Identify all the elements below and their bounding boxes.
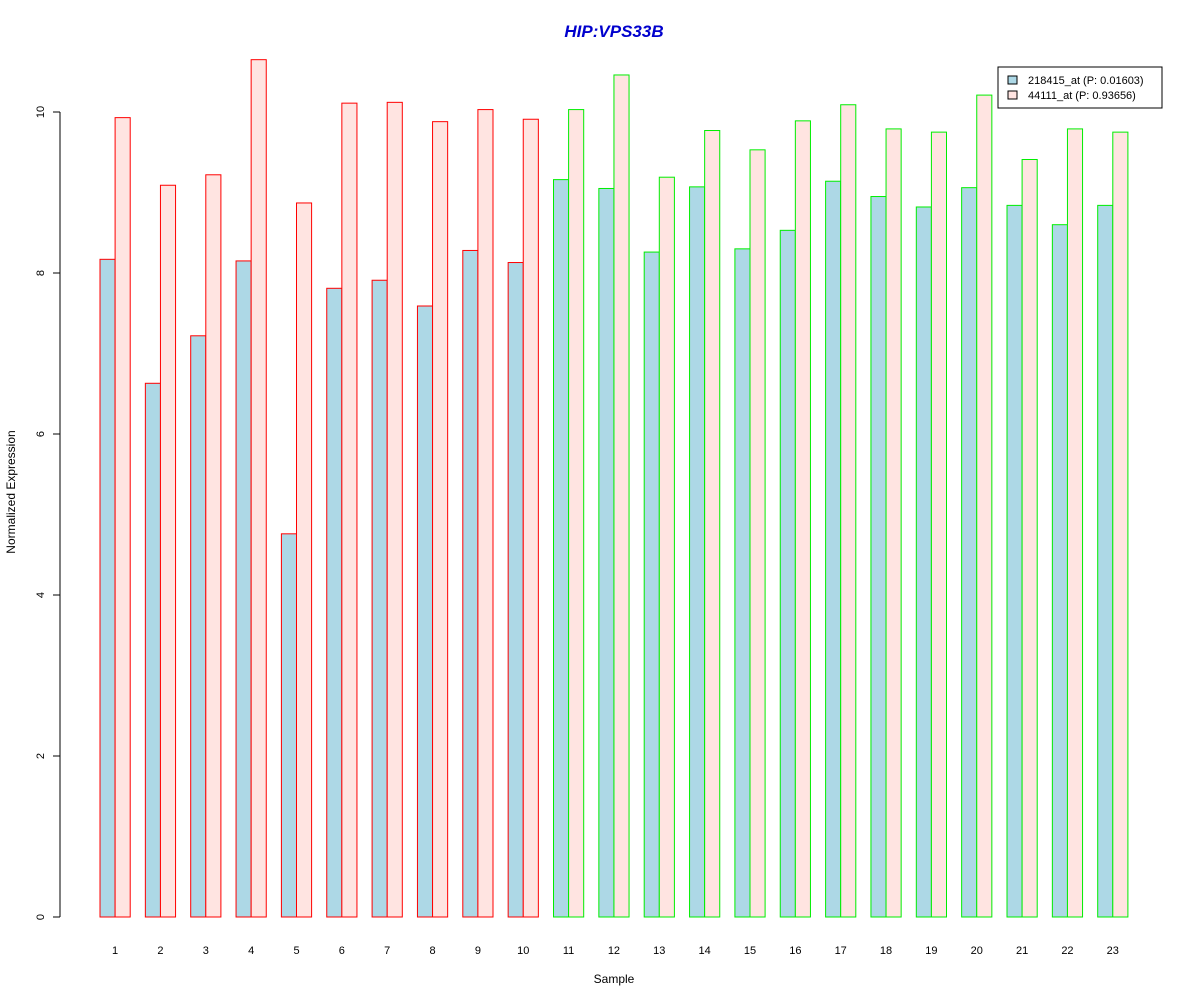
x-tick-label: 14 <box>699 945 711 957</box>
bar-series1-sample-16 <box>779 229 796 918</box>
bar-series2-sample-16 <box>794 120 811 918</box>
x-tick-label: 2 <box>157 945 163 957</box>
x-tick-label: 1 <box>112 945 118 957</box>
x-axis-label: Sample <box>594 972 635 986</box>
y-tick-label: 8 <box>35 270 47 276</box>
bar-series2-sample-15 <box>749 149 766 918</box>
bar-series2-sample-23 <box>1112 131 1129 918</box>
x-tick-label: 22 <box>1061 945 1073 957</box>
y-tick-label: 0 <box>35 914 47 920</box>
bar-series1-sample-14 <box>689 186 706 918</box>
bar-series2-sample-1 <box>114 117 131 918</box>
x-tick-label: 16 <box>789 945 801 957</box>
bar-series1-sample-21 <box>1006 204 1023 918</box>
y-axis: 0 2 4 6 8 10 <box>35 106 61 920</box>
bar-series2-sample-19 <box>930 131 948 918</box>
bar-series1-sample-8 <box>416 305 434 918</box>
bar-series1-sample-5 <box>280 533 297 918</box>
y-tick-label: 4 <box>35 592 47 598</box>
x-tick-label: 23 <box>1107 945 1119 957</box>
bar-series1-sample-3 <box>190 335 207 918</box>
bars <box>99 59 1129 918</box>
bar-series2-sample-11 <box>568 109 585 918</box>
bar-series1-sample-23 <box>1097 204 1114 918</box>
bar-series2-sample-5 <box>296 202 313 918</box>
bar-series1-sample-4 <box>235 260 252 918</box>
legend-label: 44111_at (P: 0.93656) <box>1028 90 1136 102</box>
bar-series2-sample-10 <box>522 118 539 918</box>
x-tick-label: 20 <box>971 945 983 957</box>
bar-series2-sample-12 <box>613 74 630 918</box>
bar-series2-sample-3 <box>205 174 222 918</box>
bar-series1-sample-17 <box>825 180 842 918</box>
bar-series2-sample-18 <box>885 128 902 918</box>
bar-series2-sample-22 <box>1066 128 1084 918</box>
bar-series1-sample-11 <box>553 179 570 918</box>
y-axis-label: Normalized Expression <box>4 430 18 553</box>
bar-series2-sample-4 <box>250 59 267 918</box>
bar-series2-sample-8 <box>432 121 449 918</box>
legend-label: 218415_at (P: 0.01603) <box>1028 75 1144 87</box>
x-tick-label: 18 <box>880 945 892 957</box>
bar-series2-sample-9 <box>477 109 494 918</box>
bar-series1-sample-18 <box>870 196 887 918</box>
x-tick-label: 12 <box>608 945 620 957</box>
x-axis: 1 2 3 4 5 6 7 8 9 10 11 12 13 14 15 16 17 18 19 20 21 22 23 <box>112 945 1119 957</box>
x-tick-label: 7 <box>384 945 390 957</box>
x-tick-label: 8 <box>429 945 435 957</box>
bar-series1-sample-1 <box>99 258 116 918</box>
x-tick-label: 11 <box>563 945 574 957</box>
legend-swatch <box>1007 90 1018 100</box>
legend-box <box>997 66 1163 109</box>
bar-series2-sample-13 <box>658 176 675 918</box>
chart-title: HIP:VPS33B <box>564 22 663 41</box>
bar-series1-sample-2 <box>144 382 161 918</box>
x-tick-label: 19 <box>925 945 937 957</box>
bar-series1-sample-10 <box>507 262 524 918</box>
legend: 218415_at (P: 0.01603) 44111_at (P: 0.936… <box>997 66 1163 109</box>
y-tick-label: 10 <box>35 106 47 118</box>
bar-series1-sample-20 <box>961 187 978 918</box>
bar-series2-sample-20 <box>976 94 993 918</box>
legend-swatch <box>1007 75 1018 85</box>
bar-series1-sample-6 <box>326 287 343 918</box>
x-tick-label: 13 <box>653 945 665 957</box>
bar-series2-sample-7 <box>386 101 403 918</box>
bar-series2-sample-2 <box>159 184 177 918</box>
x-tick-label: 6 <box>339 945 345 957</box>
bar-series1-sample-9 <box>462 249 479 918</box>
bar-series2-sample-21 <box>1021 158 1038 918</box>
bar-series2-sample-14 <box>704 130 721 918</box>
x-tick-label: 21 <box>1016 945 1028 957</box>
x-tick-label: 5 <box>293 945 299 957</box>
bar-series1-sample-12 <box>598 187 615 918</box>
bar-series1-sample-19 <box>915 206 932 918</box>
x-tick-label: 10 <box>517 945 529 957</box>
x-tick-label: 15 <box>744 945 756 957</box>
bar-series1-sample-15 <box>734 248 751 918</box>
x-tick-label: 4 <box>248 945 254 957</box>
x-tick-label: 3 <box>203 945 209 957</box>
x-tick-label: 9 <box>475 945 481 957</box>
x-tick-label: 17 <box>835 945 847 957</box>
bar-series1-sample-13 <box>643 251 660 918</box>
bar-series2-sample-17 <box>840 104 857 918</box>
bar-series1-sample-22 <box>1051 224 1068 918</box>
bar-series1-sample-7 <box>371 279 388 918</box>
y-tick-label: 6 <box>35 431 47 437</box>
bar-series2-sample-6 <box>341 102 358 918</box>
y-tick-label: 2 <box>35 753 47 759</box>
